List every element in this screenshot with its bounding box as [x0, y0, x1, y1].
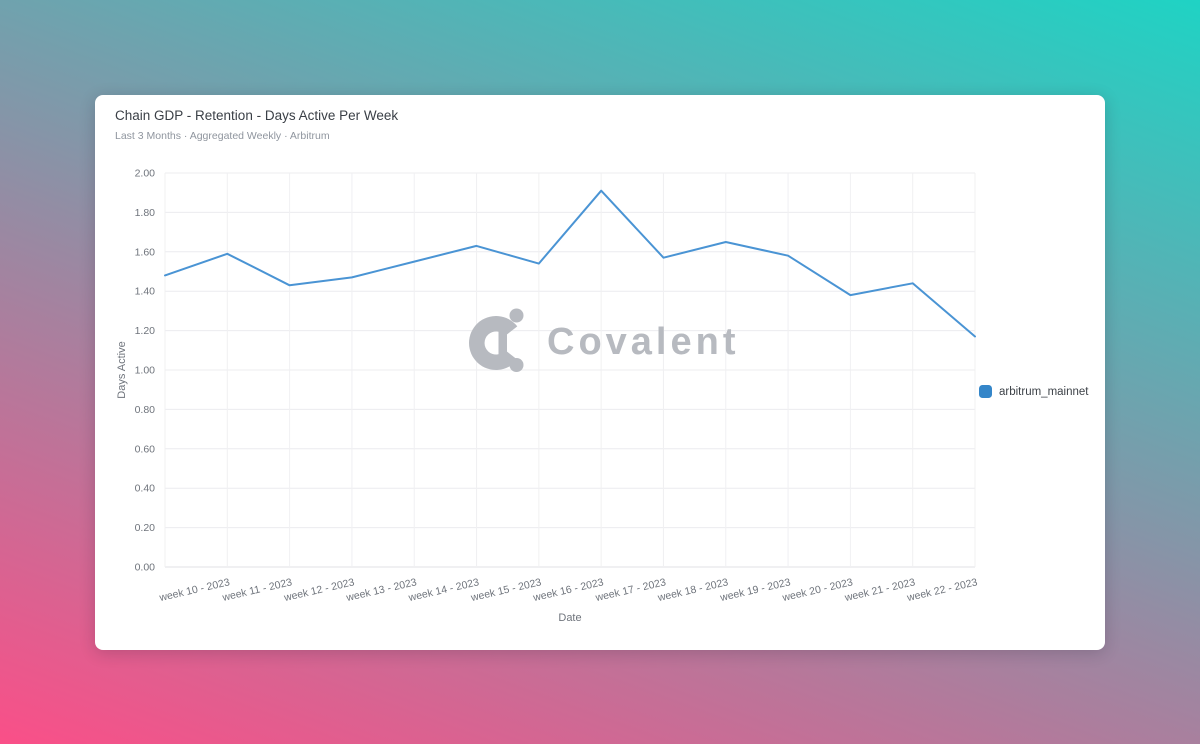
- y-tick-label: 0.00: [135, 562, 156, 574]
- line-chart[interactable]: 0.00 0.20 0.40 0.60 0.80 1.00 1.20 1.40 1.60 1.80…: [95, 95, 1105, 650]
- x-tick-label: week 22 - 2023: [905, 576, 979, 604]
- x-tick-label: week 13 - 2023: [344, 576, 418, 604]
- y-tick-label: 2.00: [135, 168, 156, 180]
- chart-card: Chain GDP - Retention - Days Active Per …: [95, 95, 1105, 650]
- legend-item-arbitrum-mainnet[interactable]: arbitrum_mainnet: [979, 385, 1088, 398]
- x-tick-label: week 16 - 2023: [531, 576, 605, 604]
- legend-label: arbitrum_mainnet: [999, 385, 1089, 398]
- x-tick-label: week 19 - 2023: [718, 576, 792, 604]
- legend-marker: [979, 385, 992, 398]
- y-tick-label: 1.60: [135, 246, 156, 258]
- y-tick-label: 1.40: [135, 286, 156, 298]
- chart-subtitle: Last 3 Months · Aggregated Weekly · Arbi…: [115, 130, 330, 142]
- x-tick-label: week 20 - 2023: [780, 576, 854, 604]
- y-tick-label: 0.40: [135, 483, 156, 495]
- x-tick-label: week 12 - 2023: [282, 576, 356, 604]
- x-tick-label: week 14 - 2023: [407, 576, 481, 604]
- y-tick-label: 0.80: [135, 404, 156, 416]
- y-tick-label: 0.60: [135, 443, 156, 455]
- x-tick-label: week 17 - 2023: [593, 576, 667, 604]
- y-tick-label: 0.20: [135, 522, 156, 534]
- chart-title: Chain GDP - Retention - Days Active Per …: [115, 108, 399, 123]
- y-axis-title: Days Active: [116, 341, 128, 399]
- x-tick-label: week 18 - 2023: [656, 576, 730, 604]
- y-tick-label: 1.80: [135, 207, 156, 219]
- x-tick-label: week 21 - 2023: [843, 576, 917, 604]
- x-tick-label: week 15 - 2023: [469, 576, 543, 604]
- x-tick-label: week 10 - 2023: [157, 576, 231, 604]
- y-tick-label: 1.00: [135, 365, 156, 377]
- x-tick-label: week 11 - 2023: [220, 576, 293, 604]
- x-axis-title: Date: [558, 612, 582, 624]
- series-line-arbitrum-mainnet[interactable]: [164, 189, 976, 338]
- y-tick-label: 1.20: [135, 325, 156, 337]
